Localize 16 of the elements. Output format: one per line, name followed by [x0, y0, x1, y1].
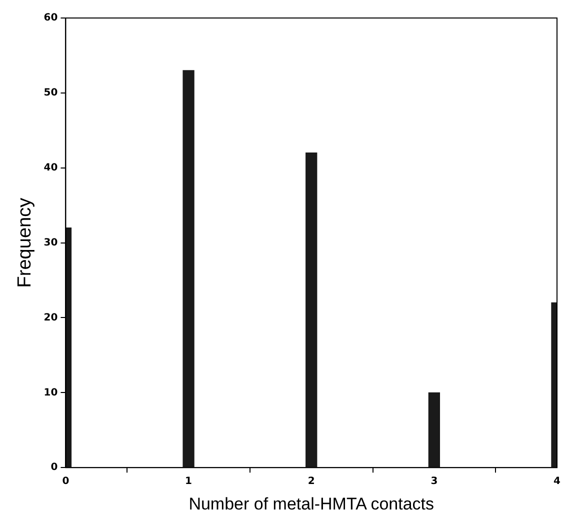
- bar: [306, 152, 318, 468]
- x-tick-label: 2: [308, 476, 315, 488]
- x-tick-label: 3: [430, 476, 438, 488]
- y-tick-label: 10: [44, 387, 58, 398]
- y-axis-title: Frequency: [14, 197, 36, 288]
- x-axis-title: Number of metal-HMTA contacts: [188, 494, 434, 514]
- bar: [428, 392, 440, 468]
- y-tick-label: 30: [44, 237, 58, 248]
- y-tick-label: 50: [44, 88, 58, 99]
- x-tick-label: 4: [554, 476, 561, 488]
- y-tick-label: 0: [50, 462, 58, 474]
- x-tick-label: 1: [185, 476, 192, 488]
- y-tick-label: 40: [44, 162, 58, 174]
- y-tick-label: 20: [44, 312, 58, 324]
- x-tick-label: 0: [62, 476, 70, 488]
- y-tick-label: 60: [44, 12, 58, 24]
